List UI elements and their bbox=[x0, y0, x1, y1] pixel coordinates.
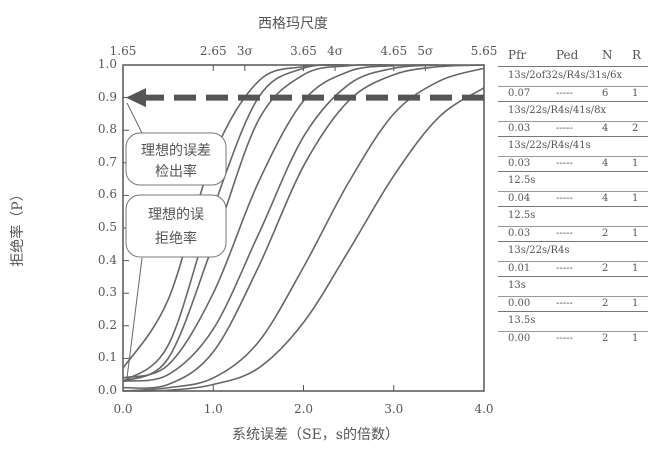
r-value: 1 bbox=[632, 263, 639, 274]
callout-text-detection-2: 检出率 bbox=[155, 163, 197, 180]
r-value: 1 bbox=[632, 333, 639, 344]
n-value: 2 bbox=[602, 333, 609, 344]
top-tick-label: 3.65 bbox=[290, 44, 317, 58]
rule-label: 13s/22s/R4s/41s bbox=[508, 140, 591, 151]
table-header: Pfr Ped N R bbox=[498, 44, 648, 66]
x-tick-label: 0.0 bbox=[113, 402, 133, 416]
table-row: 13.5s 0.00 ----- 2 1 bbox=[498, 311, 648, 346]
ped-value: ----- bbox=[556, 123, 573, 134]
rule-label: 13s bbox=[508, 280, 526, 291]
header-n: N bbox=[602, 48, 613, 62]
n-value: 4 bbox=[602, 158, 609, 169]
callout-pointer bbox=[126, 102, 143, 134]
rule-label: 13.5s bbox=[508, 315, 536, 326]
top-tick-label: 4.65 bbox=[380, 44, 408, 58]
y-tick-label: 0.1 bbox=[97, 350, 117, 365]
pfr-value: 0.03 bbox=[508, 123, 531, 134]
n-value: 2 bbox=[602, 298, 609, 309]
pfr-value: 0.03 bbox=[508, 228, 531, 239]
pfr-value: 0.01 bbox=[508, 263, 531, 274]
n-value: 2 bbox=[602, 228, 609, 239]
ped-value: ----- bbox=[556, 228, 573, 239]
table-row: 13s/22s/R4s/41s 0.03 ----- 4 1 bbox=[498, 136, 648, 171]
n-value: 6 bbox=[602, 88, 609, 99]
chart-title: 西格玛尺度 bbox=[258, 16, 328, 32]
header-pfr: Pfr bbox=[508, 48, 527, 62]
r-value: 2 bbox=[632, 123, 639, 134]
pfr-value: 0.00 bbox=[508, 333, 531, 344]
series-line-6 bbox=[122, 64, 485, 389]
y-tick-label: 0.7 bbox=[97, 154, 117, 169]
callout-box-false-rejection bbox=[125, 194, 227, 258]
r-value: 1 bbox=[632, 228, 639, 239]
ped-value: ----- bbox=[556, 263, 573, 274]
ped-value: ----- bbox=[556, 158, 573, 169]
ideal-detection-arrow-icon bbox=[126, 88, 146, 108]
y-tick-label: 0.2 bbox=[97, 317, 117, 332]
pfr-value: 0.00 bbox=[508, 298, 531, 309]
table-row: 12.5s 0.04 ----- 4 1 bbox=[498, 171, 648, 206]
rule-label: 12.5s bbox=[508, 175, 536, 186]
top-tick-label: 5.65 bbox=[470, 44, 498, 58]
header-r: R bbox=[632, 48, 642, 62]
y-tick-label: 0.8 bbox=[97, 122, 117, 137]
rule-label: 12.5s bbox=[508, 210, 536, 221]
top-tick-label: 3σ bbox=[236, 44, 253, 58]
top-tick-label: 4σ bbox=[327, 44, 343, 58]
pfr-value: 0.07 bbox=[508, 88, 531, 99]
ped-value: ----- bbox=[556, 333, 573, 344]
y-tick-label: 0.4 bbox=[97, 252, 117, 267]
callout-text-false-rejection-1: 理想的误 bbox=[148, 207, 204, 223]
header-ped: Ped bbox=[556, 48, 579, 62]
x-axis-label: 系统误差（SE，s的倍数） bbox=[232, 427, 399, 443]
x-tick-label: 3.0 bbox=[384, 402, 404, 416]
series-line-4 bbox=[122, 64, 439, 379]
r-value: 1 bbox=[632, 298, 639, 309]
y-tick-label: 0.3 bbox=[97, 285, 117, 300]
series-line-3 bbox=[122, 63, 394, 382]
callout-box-detection bbox=[125, 132, 227, 186]
table-row: 13s 0.00 ----- 2 1 bbox=[498, 276, 648, 311]
control-rules-table: Pfr Ped N R 13s/2of32s/R4s/31s/6x 0.07 --… bbox=[498, 44, 648, 346]
table-row: 13s/2of32s/R4s/31s/6x 0.07 ----- 6 1 bbox=[498, 66, 648, 101]
n-value: 4 bbox=[602, 193, 609, 204]
y-tick-label: 0.0 bbox=[97, 383, 117, 397]
x-tick-label: 1.0 bbox=[203, 402, 223, 416]
series-line-7 bbox=[122, 67, 485, 392]
rule-label: 13s/2of32s/R4s/31s/6x bbox=[508, 70, 623, 81]
y-tick-label: 0.5 bbox=[97, 220, 117, 234]
top-tick-label: 2.65 bbox=[199, 44, 227, 58]
n-value: 2 bbox=[602, 263, 609, 274]
rule-label: 13s/22s/R4s bbox=[508, 245, 570, 256]
table-row: 13s/22s/R4s 0.01 ----- 2 1 bbox=[498, 241, 648, 276]
r-value: 1 bbox=[632, 88, 639, 99]
y-axis-label: 拒绝率（P） bbox=[10, 187, 26, 267]
series-layer bbox=[122, 63, 485, 392]
series-line-5 bbox=[122, 64, 439, 383]
x-tick-label: 4.0 bbox=[474, 402, 494, 416]
pfr-value: 0.03 bbox=[508, 158, 531, 169]
top-tick-label: 5σ bbox=[417, 44, 434, 58]
callout-text-detection-1: 理想的误差 bbox=[141, 143, 211, 159]
r-value: 1 bbox=[632, 158, 639, 169]
r-value: 1 bbox=[632, 193, 639, 204]
ped-value: ----- bbox=[556, 88, 573, 99]
pfr-value: 0.04 bbox=[508, 193, 531, 204]
y-tick-label: 0.6 bbox=[97, 187, 117, 202]
series-line-2 bbox=[122, 63, 349, 382]
table-row: 13s/22s/R4s/41s/8x 0.03 ----- 4 2 bbox=[498, 101, 648, 136]
rule-label: 13s/22s/R4s/41s/8x bbox=[508, 105, 607, 116]
callout-text-false-rejection-2: 拒绝率 bbox=[155, 230, 197, 247]
y-tick-label: 0.9 bbox=[97, 89, 117, 104]
table-row: 12.5s 0.03 ----- 2 1 bbox=[498, 206, 648, 241]
ped-value: ----- bbox=[556, 298, 573, 309]
x-tick-label: 2.0 bbox=[293, 402, 314, 416]
top-tick-label: 1.65 bbox=[109, 44, 137, 58]
callout-pointer bbox=[126, 257, 143, 379]
series-line-8 bbox=[122, 87, 485, 392]
n-value: 4 bbox=[602, 123, 609, 134]
y-tick-label: 1.0 bbox=[97, 57, 117, 71]
ped-value: ----- bbox=[556, 193, 573, 204]
